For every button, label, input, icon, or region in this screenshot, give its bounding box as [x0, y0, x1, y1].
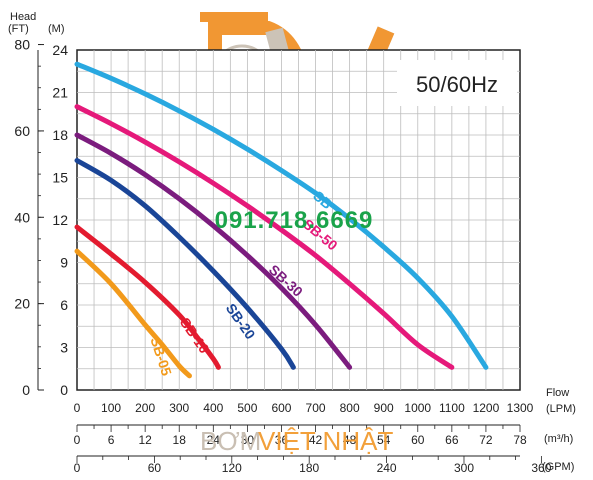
lpm-tick-label: 100: [101, 401, 121, 415]
series-curve-sb-30: [74, 132, 353, 370]
y-unit-m: (M): [48, 23, 65, 35]
lpm-tick-label: 500: [237, 401, 257, 415]
m3h-tick-label: 6: [108, 433, 115, 447]
series-curve-sb-05: [74, 248, 192, 379]
m-tick-label: 9: [60, 255, 68, 271]
gpm-tick-label: 300: [454, 461, 474, 475]
m3h-tick-label: 30: [241, 433, 255, 447]
m-tick-label: 21: [52, 85, 68, 101]
m3h-tick-label: 66: [445, 433, 459, 447]
gpm-tick-label: 0: [74, 461, 81, 475]
gpm-tick-label: 60: [148, 461, 162, 475]
lpm-tick-label: 1300: [507, 401, 534, 415]
x-unit-lpm: (LPM): [546, 403, 576, 415]
y-unit-ft: (FT): [8, 23, 29, 35]
m-tick-label: 12: [52, 212, 68, 228]
y-axis-title: Head: [10, 11, 36, 23]
series-curve-sb-20: [74, 158, 296, 370]
lpm-tick-label: 800: [340, 401, 360, 415]
m3h-tick-label: 24: [207, 433, 221, 447]
m-tick-label: 6: [60, 297, 68, 313]
m3h-tick-label: 18: [173, 433, 187, 447]
m-tick-label: 24: [52, 42, 68, 58]
lpm-tick-label: 1100: [439, 401, 465, 415]
x-axis-title: Flow: [546, 387, 569, 399]
lpm-tick-label: 1200: [473, 401, 500, 415]
m3h-tick-label: 0: [74, 433, 81, 447]
m3h-tick-label: 12: [138, 433, 152, 447]
gpm-tick-label: 120: [222, 461, 242, 475]
x-unit-gpm: (GPM): [542, 461, 574, 473]
lpm-tick-label: 0: [74, 401, 81, 415]
lpm-tick-label: 700: [306, 401, 326, 415]
m3h-tick-label: 54: [377, 433, 391, 447]
lpm-tick-label: 400: [203, 401, 223, 415]
ft-tick-label: 0: [22, 382, 30, 398]
m-tick-label: 3: [60, 340, 68, 356]
series-curve-sb: [74, 61, 489, 370]
lpm-tick-label: 600: [271, 401, 291, 415]
m3h-tick-label: 36: [275, 433, 289, 447]
ft-tick-label: 80: [14, 37, 30, 53]
watermark-brand-part2: VIỆT NHẬT: [258, 426, 393, 456]
lpm-tick-label: 1000: [404, 401, 431, 415]
lpm-tick-label: 300: [169, 401, 189, 415]
m3h-tick-label: 72: [479, 433, 493, 447]
lpm-tick-label: 200: [135, 401, 155, 415]
series-curve-sb-50: [74, 104, 455, 370]
x-unit-m3h: (m³/h): [544, 433, 573, 445]
m3h-tick-label: 78: [513, 433, 527, 447]
m-tick-label: 15: [52, 170, 68, 186]
frequency-box: 50/60Hz: [397, 60, 517, 106]
m-tick-label: 0: [60, 382, 68, 398]
m3h-tick-label: 42: [309, 433, 323, 447]
gpm-tick-label: 360: [531, 461, 551, 475]
ft-tick-label: 20: [14, 296, 30, 312]
m-tick-label: 18: [52, 127, 68, 143]
gpm-tick-label: 180: [299, 461, 319, 475]
frequency-label: 50/60Hz: [416, 72, 498, 97]
watermark-brand-part1: BƠM: [200, 426, 261, 456]
m3h-tick-label: 48: [343, 433, 357, 447]
ft-tick-label: 40: [14, 209, 30, 225]
ft-tick-label: 60: [14, 123, 30, 139]
gpm-tick-label: 240: [377, 461, 397, 475]
lpm-tick-label: 900: [374, 401, 394, 415]
watermark-phone: 091.718.6669: [215, 207, 374, 234]
series-curve-sb-10: [74, 224, 221, 370]
m3h-tick-label: 60: [411, 433, 425, 447]
